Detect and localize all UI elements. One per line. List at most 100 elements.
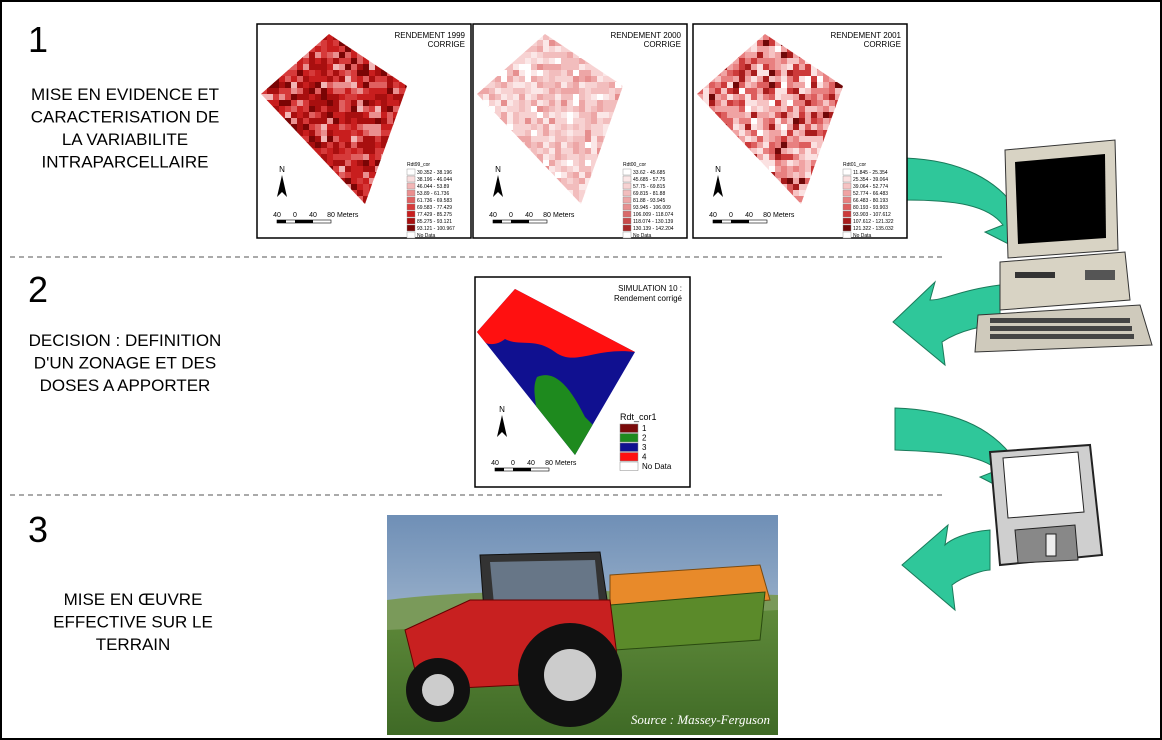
map-cell — [537, 106, 544, 113]
map-cell — [327, 40, 334, 47]
map-cell — [303, 88, 310, 95]
map-cell — [351, 124, 358, 131]
map-cell — [315, 112, 322, 119]
map-cell — [603, 76, 610, 83]
map-cell — [567, 148, 574, 155]
map-cell — [555, 130, 562, 137]
map-cell — [567, 76, 574, 83]
map-cell — [567, 154, 574, 161]
map-cell — [823, 100, 830, 107]
map-cell — [603, 124, 610, 131]
map-cell — [339, 166, 346, 173]
map-cell — [579, 190, 586, 197]
map-cell — [537, 64, 544, 71]
map-cell — [829, 88, 836, 95]
map-cell — [531, 100, 538, 107]
legend-swatch — [842, 168, 852, 176]
map-cell — [585, 88, 592, 95]
north-arrow — [497, 415, 507, 437]
map-cell — [751, 148, 758, 155]
map-cell — [525, 112, 532, 119]
map-cell — [751, 46, 758, 53]
step-text: EFFECTIVE SUR LE — [53, 613, 213, 632]
map-cell — [781, 82, 788, 89]
map-cell — [799, 58, 806, 65]
map-cell — [531, 52, 538, 59]
map-cell — [315, 82, 322, 89]
map-cell — [525, 136, 532, 143]
map-cell — [327, 64, 334, 71]
map-cell — [811, 88, 818, 95]
map-cell — [507, 70, 514, 77]
map-cell — [805, 112, 812, 119]
map-cell — [811, 124, 818, 131]
map-cell — [781, 46, 788, 53]
map-cell — [297, 124, 304, 131]
map-cell — [483, 94, 490, 101]
map-cell — [495, 82, 502, 89]
map-title: RENDEMENT 2000 — [610, 31, 681, 40]
map-cell — [763, 124, 770, 131]
map-cell — [597, 88, 604, 95]
scale-label: 40 — [525, 212, 533, 219]
photo-source: Source : Massey-Ferguson — [631, 712, 770, 727]
map-cell — [579, 148, 586, 155]
map-cell — [799, 106, 806, 113]
map-cell — [781, 94, 788, 101]
map-cell — [507, 124, 514, 131]
map-cell — [273, 88, 280, 95]
map-cell — [769, 130, 776, 137]
legend-label: 61.736 - 69.583 — [417, 198, 452, 204]
map-cell — [489, 94, 496, 101]
legend-label: 80.193 - 93.903 — [853, 205, 888, 211]
map-cell — [591, 130, 598, 137]
map-cell — [579, 112, 586, 119]
legend-swatch — [842, 210, 852, 218]
map-cell — [751, 70, 758, 77]
map-cell — [787, 70, 794, 77]
map-cell — [805, 88, 812, 95]
map-cell — [769, 106, 776, 113]
map-cell — [751, 118, 758, 125]
map-cell — [369, 166, 376, 173]
map-cell — [781, 100, 788, 107]
legend-label: 93.903 - 107.612 — [853, 212, 891, 218]
map-cell — [817, 136, 824, 143]
map-cell — [597, 70, 604, 77]
map-cell — [345, 100, 352, 107]
map-cell — [763, 100, 770, 107]
map-cell — [531, 94, 538, 101]
map-cell — [697, 88, 704, 95]
map-cell — [543, 94, 550, 101]
map-cell — [817, 70, 824, 77]
map-cell — [609, 82, 616, 89]
map-cell — [805, 76, 812, 83]
map-cell — [591, 136, 598, 143]
map-cell — [763, 76, 770, 83]
map-cell — [751, 112, 758, 119]
map-cell — [573, 130, 580, 137]
map-cell — [727, 82, 734, 89]
scale-label: 40 — [527, 460, 535, 467]
map-cell — [501, 112, 508, 119]
map-cell — [573, 106, 580, 113]
step-text: D'UN ZONAGE ET DES — [34, 354, 216, 373]
map-cell — [513, 118, 520, 125]
map-cell — [769, 70, 776, 77]
map-cell — [333, 124, 340, 131]
map-cell — [333, 148, 340, 155]
map-cell — [579, 124, 586, 131]
map-cell — [309, 52, 316, 59]
map-cell — [805, 124, 812, 131]
map-cell — [555, 142, 562, 149]
map-cell — [567, 124, 574, 131]
map-cell — [793, 94, 800, 101]
map-cell — [781, 124, 788, 131]
map-cell — [579, 118, 586, 125]
tractor-photo — [387, 515, 778, 735]
map-cell — [769, 52, 776, 59]
map-cell — [309, 82, 316, 89]
map-cell — [327, 58, 334, 65]
map-title: Rendement corrigé — [614, 294, 683, 303]
map-cell — [793, 124, 800, 131]
